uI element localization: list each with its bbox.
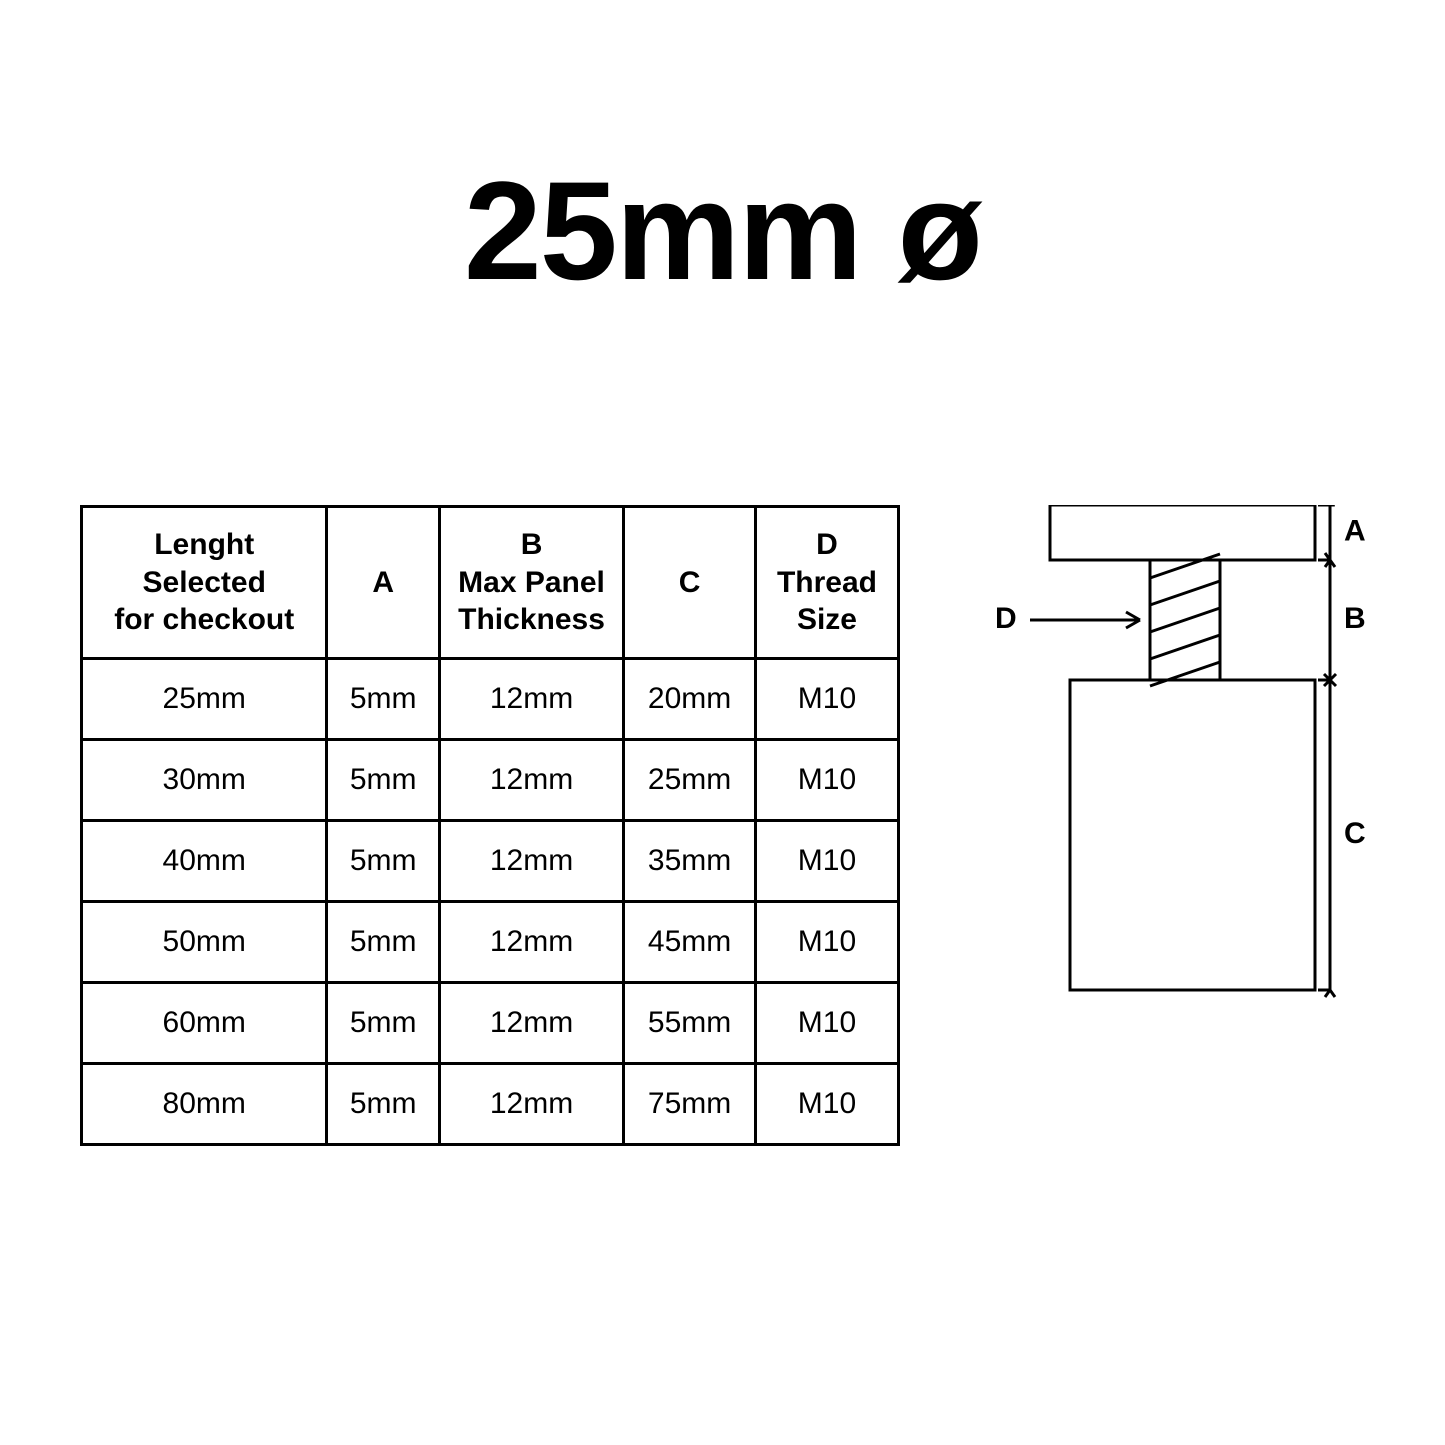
cell-c: 45mm — [624, 901, 756, 982]
dim-label-d: D — [995, 602, 1017, 635]
header-text: C — [679, 566, 701, 599]
standoff-diagram: A B C D — [955, 505, 1375, 1010]
page: 25mm ø Lenght Selected for checkout A B … — [0, 0, 1445, 1445]
dim-label-c: C — [1344, 817, 1366, 850]
col-header-d: D Thread Size — [755, 507, 898, 659]
page-title: 25mm ø — [0, 150, 1445, 312]
content-area: Lenght Selected for checkout A B Max Pan… — [80, 505, 1375, 1146]
header-text: Max Panel — [458, 566, 605, 599]
col-header-c: C — [624, 507, 756, 659]
diagram-base — [1070, 680, 1315, 990]
cell-c: 25mm — [624, 739, 756, 820]
header-row: Lenght Selected for checkout A B Max Pan… — [82, 507, 899, 659]
header-text: B — [521, 528, 543, 561]
cell-length: 80mm — [82, 1063, 327, 1144]
header-text: Thread — [777, 566, 877, 599]
cell-b: 12mm — [439, 820, 623, 901]
table-row: 50mm5mm12mm45mmM10 — [82, 901, 899, 982]
cell-b: 12mm — [439, 1063, 623, 1144]
cell-b: 12mm — [439, 982, 623, 1063]
cell-b: 12mm — [439, 901, 623, 982]
cell-d: M10 — [755, 820, 898, 901]
cell-b: 12mm — [439, 658, 623, 739]
header-text: Thickness — [458, 603, 605, 636]
table-row: 60mm5mm12mm55mmM10 — [82, 982, 899, 1063]
cell-d: M10 — [755, 739, 898, 820]
table-header: Lenght Selected for checkout A B Max Pan… — [82, 507, 899, 659]
diagram-cap — [1050, 505, 1315, 560]
header-text: Lenght Selected — [143, 528, 266, 599]
cell-length: 50mm — [82, 901, 327, 982]
cell-a: 5mm — [327, 901, 439, 982]
cell-c: 20mm — [624, 658, 756, 739]
cell-a: 5mm — [327, 820, 439, 901]
cell-d: M10 — [755, 658, 898, 739]
dimensions-table: Lenght Selected for checkout A B Max Pan… — [80, 505, 900, 1146]
table-row: 40mm5mm12mm35mmM10 — [82, 820, 899, 901]
cell-length: 30mm — [82, 739, 327, 820]
col-header-b: B Max Panel Thickness — [439, 507, 623, 659]
header-text: Size — [797, 603, 857, 636]
header-text: for checkout — [114, 603, 294, 636]
cell-d: M10 — [755, 901, 898, 982]
dim-label-a: A — [1344, 514, 1366, 547]
cell-a: 5mm — [327, 739, 439, 820]
cell-length: 60mm — [82, 982, 327, 1063]
header-text: A — [372, 566, 394, 599]
diagram-svg: A B C D — [955, 505, 1375, 1005]
header-text: D — [816, 528, 838, 561]
cell-b: 12mm — [439, 739, 623, 820]
cell-a: 5mm — [327, 658, 439, 739]
cell-d: M10 — [755, 982, 898, 1063]
cell-c: 75mm — [624, 1063, 756, 1144]
table-body: 25mm5mm12mm20mmM1030mm5mm12mm25mmM1040mm… — [82, 658, 899, 1144]
cell-length: 40mm — [82, 820, 327, 901]
cell-a: 5mm — [327, 1063, 439, 1144]
cell-c: 55mm — [624, 982, 756, 1063]
dim-label-b: B — [1344, 602, 1366, 635]
cell-length: 25mm — [82, 658, 327, 739]
table-row: 30mm5mm12mm25mmM10 — [82, 739, 899, 820]
cell-a: 5mm — [327, 982, 439, 1063]
table-row: 80mm5mm12mm75mmM10 — [82, 1063, 899, 1144]
cell-d: M10 — [755, 1063, 898, 1144]
cell-c: 35mm — [624, 820, 756, 901]
table-row: 25mm5mm12mm20mmM10 — [82, 658, 899, 739]
col-header-length: Lenght Selected for checkout — [82, 507, 327, 659]
col-header-a: A — [327, 507, 439, 659]
